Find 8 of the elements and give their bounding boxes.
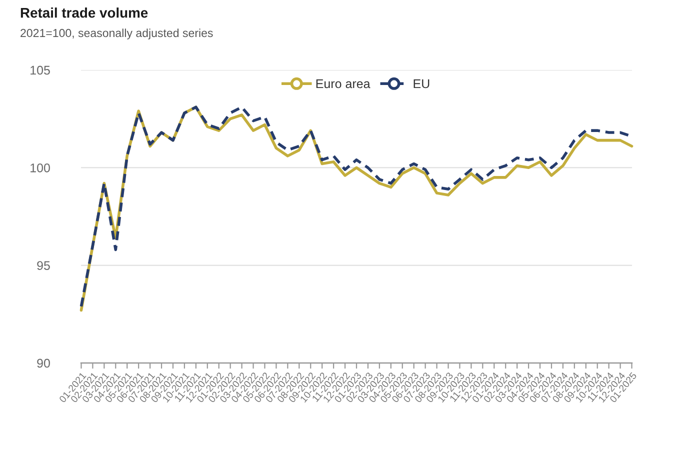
y-tick-label: 95 [37, 261, 50, 270]
y-tick-label: 105 [30, 66, 50, 75]
legend-label: EU [414, 79, 430, 88]
y-tick-label: 100 [30, 163, 50, 172]
y-tick-label: 90 [37, 358, 50, 368]
chart-subtitle: 2021=100, seasonally adjusted series [20, 28, 213, 40]
chart-title: Retail trade volume [20, 8, 148, 18]
legend-label: Euro area [316, 79, 370, 88]
